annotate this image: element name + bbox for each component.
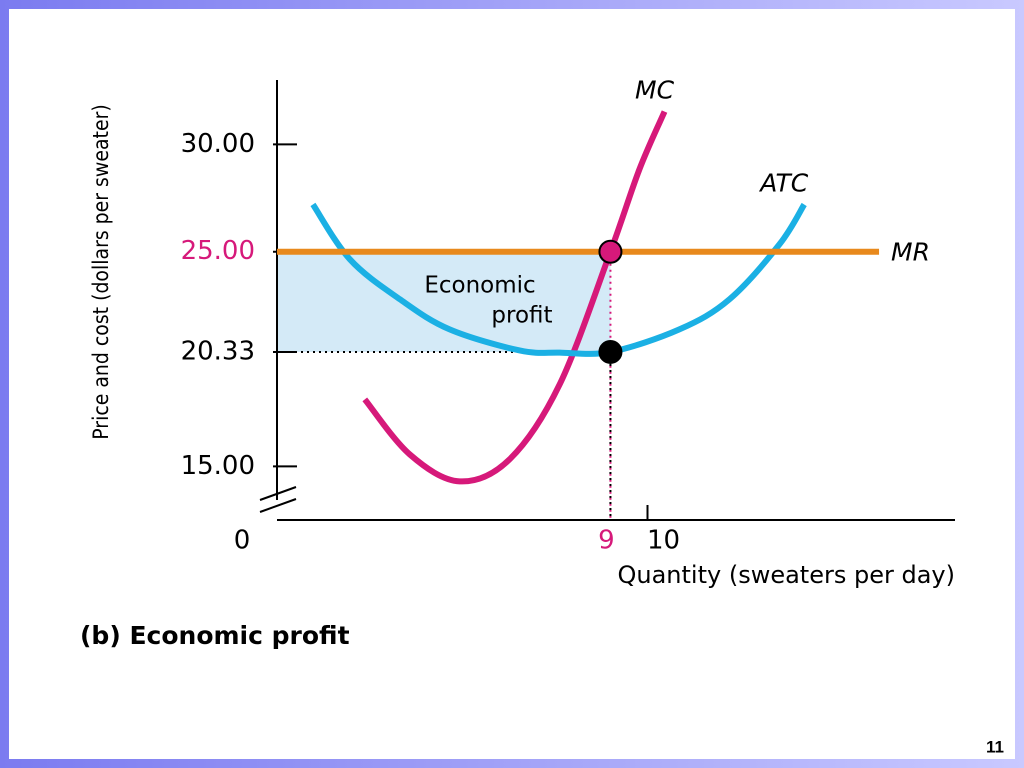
profit-area bbox=[277, 251, 611, 352]
series-label: MR bbox=[891, 238, 930, 267]
x-tick-label: 10 bbox=[647, 526, 680, 556]
y-tick-label: 20.33 bbox=[181, 336, 255, 366]
axis-break bbox=[259, 486, 297, 501]
y-tick-label: 25.00 bbox=[181, 236, 255, 266]
point bbox=[598, 239, 623, 264]
x-tick-label: 9 bbox=[598, 526, 615, 556]
y-tick-label: 30.00 bbox=[181, 129, 255, 159]
area-label: profit bbox=[491, 302, 552, 328]
series-line bbox=[362, 110, 668, 485]
plot: Economic profit 15.00 20.33 25.00 30.00 0 9 10 MC… bbox=[181, 76, 955, 556]
series-line bbox=[310, 202, 807, 357]
series-label: ATC bbox=[758, 168, 809, 197]
x-axis-label: Quantity (sweaters per day) bbox=[618, 561, 956, 589]
slide-body bbox=[9, 9, 1015, 759]
axis-break bbox=[259, 498, 297, 513]
x-tick-label: 0 bbox=[234, 526, 251, 556]
series-label: MC bbox=[635, 76, 675, 105]
chart-title: (b) Economic profit bbox=[80, 621, 350, 650]
page-number: 11 bbox=[986, 737, 1004, 756]
y-tick-label: 15.00 bbox=[181, 451, 255, 481]
point bbox=[598, 339, 623, 364]
area-label: Economic bbox=[424, 272, 535, 298]
y-axis-label: Price and cost (dollars per sweater) bbox=[89, 104, 113, 439]
